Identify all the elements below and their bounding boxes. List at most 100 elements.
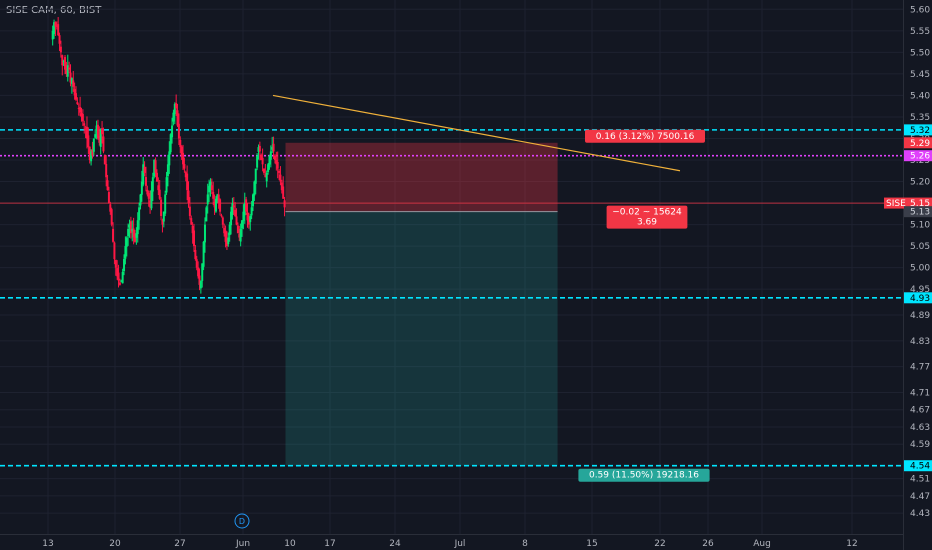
price-axis: 5.605.555.505.455.405.355.305.255.205.15… (884, 0, 932, 550)
y-tick-label: 4.59 (910, 440, 930, 450)
x-tick-label: 20 (109, 539, 121, 549)
candle-body (131, 228, 134, 232)
candle-body (138, 207, 141, 221)
candle-body (238, 233, 241, 238)
x-tick-label: 17 (324, 539, 335, 549)
candle-body (213, 201, 216, 208)
candle-body (232, 205, 235, 208)
axis-tag-label: 5.13 (910, 208, 930, 218)
candle-body (107, 192, 110, 204)
candle-body (210, 185, 213, 191)
candle-body (182, 152, 185, 165)
candle-body (66, 65, 69, 77)
candle-body (199, 280, 202, 289)
axis-tag-label: 5.15 (910, 199, 930, 209)
candle-body (231, 203, 234, 216)
price-levels (0, 129, 903, 467)
candle-body (120, 280, 123, 282)
candle-body (190, 218, 193, 225)
candle-body (184, 172, 187, 178)
axis-tag-label: 4.54 (910, 462, 930, 472)
candle-body (117, 272, 120, 281)
y-tick-label: 5.40 (910, 91, 930, 101)
candle-body (162, 211, 165, 222)
candle-body (283, 200, 286, 208)
candle-body (177, 123, 180, 139)
candle-body (53, 22, 56, 35)
candle-body (276, 161, 279, 169)
axis-tag-label: 4.93 (910, 294, 930, 304)
y-tick-label: 5.45 (910, 70, 930, 80)
candle-body (72, 80, 75, 87)
x-tick-label: 26 (702, 539, 714, 549)
x-tick-label: 24 (389, 539, 401, 549)
candle-body (230, 211, 233, 226)
candle-body (268, 155, 271, 165)
candle-body (216, 194, 219, 201)
candle-body (188, 206, 191, 216)
candle-body (203, 224, 206, 243)
candle-body (187, 190, 190, 204)
candle-body (247, 217, 250, 225)
candle-body (254, 168, 257, 184)
candle-body (154, 160, 157, 173)
candle-body (220, 215, 223, 217)
x-tick-label: 15 (586, 539, 597, 549)
candle-body (282, 186, 285, 199)
candle-body (80, 113, 83, 117)
candle-body (278, 170, 281, 173)
symbol-tag-label: SISE (886, 199, 906, 209)
axis-tag (904, 460, 932, 472)
pnl-label-bg (606, 205, 688, 229)
candle-body (136, 220, 139, 235)
symbol-tag (884, 197, 904, 209)
x-tick-label: 13 (42, 539, 53, 549)
y-tick-label: 5.10 (910, 221, 930, 231)
y-tick-label: 4.89 (910, 311, 930, 321)
candle-body (192, 230, 195, 247)
candle-body (96, 124, 99, 139)
dividend-marker[interactable]: D (234, 513, 250, 529)
candle-body (158, 189, 161, 199)
target-zone (285, 211, 558, 466)
x-tick-label: Jun (235, 539, 250, 549)
candle-body (68, 67, 71, 70)
candle-body (144, 177, 147, 186)
candle-body (54, 22, 57, 27)
candle-body (70, 78, 73, 84)
candle-body (265, 172, 268, 182)
candle-body (275, 159, 278, 165)
dividend-marker-circle[interactable] (234, 513, 250, 529)
candle-body (194, 249, 197, 260)
candle-body (172, 112, 175, 122)
candle-body (146, 189, 149, 195)
candle-body (57, 24, 60, 36)
axis-tag (904, 206, 932, 218)
grid (0, 0, 903, 534)
candle-body (175, 103, 178, 109)
candle-body (139, 194, 142, 206)
candle-body (179, 139, 182, 148)
candle-body (98, 135, 101, 143)
candle-body (166, 164, 169, 177)
pnl-label-text: 3.69 (637, 218, 657, 228)
candle-body (102, 136, 105, 152)
candle-body (227, 237, 230, 245)
candle-body (157, 185, 160, 191)
y-tick-label: 4.95 (910, 285, 930, 295)
candle-body (164, 194, 167, 214)
candle-body (171, 125, 174, 138)
candle-body (87, 135, 90, 148)
candle-body (262, 168, 265, 173)
candle-body (269, 151, 272, 160)
candle-body (124, 246, 127, 259)
candle-body (61, 55, 64, 66)
y-tick-label: 4.83 (910, 337, 930, 347)
candle-body (123, 259, 126, 272)
candle-body (55, 25, 58, 27)
y-tick-label: 4.43 (910, 509, 930, 519)
candle-body (228, 224, 231, 236)
candle-body (173, 104, 176, 115)
